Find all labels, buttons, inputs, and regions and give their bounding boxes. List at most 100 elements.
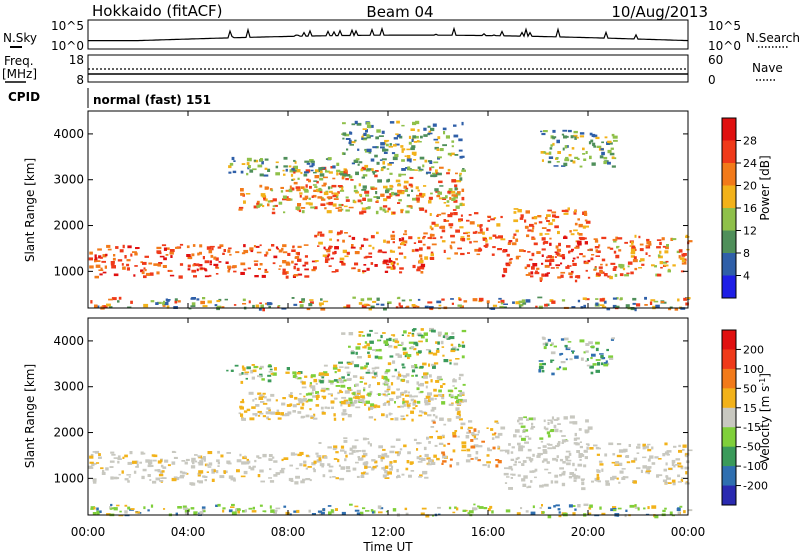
range-cell (461, 355, 465, 359)
range-cell (372, 300, 377, 303)
range-cell (545, 343, 548, 346)
range-cell (244, 371, 250, 374)
range-cell (544, 483, 549, 487)
range-cell (389, 468, 393, 471)
range-cell (454, 506, 457, 509)
range-cell (443, 131, 446, 135)
range-cell (431, 364, 436, 367)
range-cell (567, 341, 572, 343)
range-cell (331, 192, 334, 195)
range-cell (678, 449, 683, 453)
range-cell (89, 455, 94, 459)
range-cell (458, 414, 461, 417)
range-cell (614, 464, 620, 466)
range-cell (557, 423, 561, 425)
range-cell (449, 197, 452, 200)
range-cell (294, 481, 299, 485)
range-cell (613, 266, 618, 269)
range-cell (444, 335, 449, 339)
range-cell (291, 260, 294, 264)
range-cell (429, 397, 434, 401)
range-cell (681, 262, 687, 265)
range-cell (678, 249, 683, 253)
range-cell (126, 474, 132, 476)
range-cell (328, 469, 333, 473)
range-cell (122, 266, 126, 270)
range-cell (447, 191, 451, 194)
range-cell (682, 448, 685, 451)
range-cell (593, 268, 597, 271)
range-cell (245, 461, 250, 465)
range-cell (441, 401, 446, 405)
range-cell (578, 453, 583, 457)
range-cell (216, 459, 220, 463)
range-cell (408, 135, 412, 139)
range-cell (400, 210, 404, 214)
range-cell (452, 379, 457, 383)
range-cell (401, 334, 404, 336)
range-cell (121, 470, 124, 474)
range-cell (301, 381, 306, 385)
range-cell (563, 212, 569, 215)
range-cell (551, 300, 556, 304)
range-cell (404, 390, 408, 394)
x-tick-label: 04:00 (171, 525, 206, 539)
range-cell (522, 302, 527, 305)
range-cell (325, 258, 330, 261)
range-cell (399, 267, 404, 270)
range-cell (518, 422, 524, 425)
range-cell (317, 189, 323, 191)
range-cell (609, 247, 614, 250)
range-cell (611, 461, 616, 464)
range-cell (251, 364, 255, 366)
range-cell (264, 271, 269, 273)
range-cell (346, 371, 351, 374)
range-cell (598, 460, 603, 463)
range-cell (549, 237, 552, 240)
range-cell (404, 507, 408, 511)
range-cell (621, 468, 626, 470)
range-cell (266, 407, 271, 410)
range-cell (242, 510, 246, 513)
range-cell (377, 382, 381, 386)
x-tick-label: 16:00 (471, 525, 506, 539)
range-cell (261, 274, 266, 278)
range-cell (390, 445, 396, 448)
range-cell (130, 253, 133, 257)
range-cell (417, 141, 422, 143)
range-cell (662, 245, 666, 248)
range-cell (396, 468, 399, 473)
range-cell (129, 451, 133, 455)
range-cell (433, 394, 439, 397)
range-cell (677, 481, 682, 483)
range-cell (607, 149, 612, 154)
y-tick-label: 4000 (53, 127, 84, 141)
range-cell (255, 304, 260, 308)
range-cell (562, 147, 565, 151)
range-cell (416, 194, 421, 197)
range-cell (359, 381, 363, 383)
range-cell (466, 431, 470, 434)
range-cell (362, 270, 367, 273)
range-cell (428, 363, 431, 367)
range-cell (508, 240, 513, 242)
range-cell (268, 409, 271, 412)
range-cell (470, 439, 474, 442)
range-cell (590, 346, 595, 348)
range-cell (105, 467, 109, 471)
range-cell (461, 155, 465, 158)
range-cell (424, 476, 429, 479)
range-cell (622, 267, 626, 271)
range-cell (420, 257, 423, 260)
range-cell (227, 269, 230, 273)
colorbar-segment (722, 330, 736, 350)
range-cell (324, 373, 329, 376)
range-cell (242, 303, 247, 305)
range-cell (460, 236, 465, 238)
range-cell (391, 465, 394, 469)
range-cell (251, 376, 255, 380)
range-cell (551, 416, 554, 420)
range-cell (525, 510, 529, 513)
range-cell (158, 262, 163, 265)
range-cell (662, 479, 668, 483)
